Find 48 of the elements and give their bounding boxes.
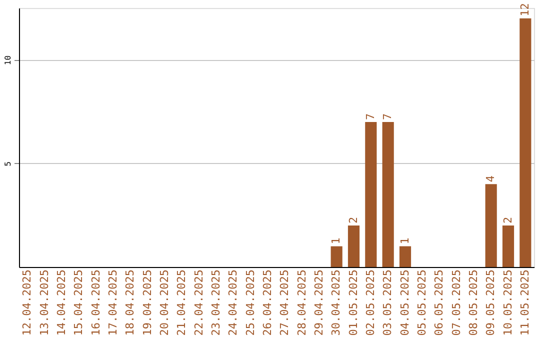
x-tick-label: 06.05.2025 [432,270,446,336]
x-tick-label: 01.05.2025 [346,270,360,336]
bar [365,122,377,267]
x-tick-label: 27.04.2025 [278,270,292,336]
data-label: 2 [501,216,514,224]
data-label: 4 [484,175,498,182]
x-tick-label: 04.05.2025 [398,270,412,336]
bar [485,184,497,267]
x-tick-label: 11.05.2025 [518,270,532,336]
bar [520,18,532,267]
data-label: 1 [398,238,412,244]
x-tick-label: 09.05.2025 [484,270,498,336]
x-tick-label: 10.05.2025 [501,270,514,336]
x-tick-label: 23.04.2025 [209,270,222,336]
x-tick-label: 19.04.2025 [140,270,154,336]
x-tick-label: 26.04.2025 [260,270,274,336]
x-tick-label: 30.04.2025 [330,270,343,336]
y-tick-label: 5 [4,161,12,166]
bar [348,226,360,267]
x-tick-label: 15.04.2025 [72,270,86,336]
y-tick-label: 10 [4,55,12,66]
bar [330,246,342,267]
data-label: 7 [381,113,394,120]
bar [399,246,412,267]
x-tick-label: 17.04.2025 [106,270,120,336]
x-tick-label: 16.04.2025 [89,270,102,336]
x-tick-label: 29.04.2025 [312,270,326,336]
x-tick-label: 28.04.2025 [295,270,308,336]
x-tick-label: 02.05.2025 [364,270,377,336]
data-label: 1 [330,238,343,244]
x-tick-label: 08.05.2025 [466,270,480,336]
x-tick-label: 03.05.2025 [381,270,394,336]
x-tick-label: 05.05.2025 [415,270,428,336]
x-tick-label: 13.04.2025 [38,270,51,336]
x-tick-label: 14.04.2025 [54,270,68,336]
data-label: 12 [518,3,532,16]
data-label: 7 [364,113,377,120]
x-tick-label: 20.04.2025 [158,270,171,336]
x-tick-label: 12.04.2025 [20,270,34,336]
bar [502,226,514,267]
bar [382,122,394,267]
data-label: 2 [346,216,360,224]
x-tick-label: 24.04.2025 [226,270,240,336]
x-tick-label: 22.04.2025 [192,270,206,336]
x-tick-label: 07.05.2025 [450,270,463,336]
x-tick-label: 21.04.2025 [175,270,188,336]
x-tick-label: 18.04.2025 [124,270,137,336]
x-tick-label: 25.04.2025 [244,270,257,336]
